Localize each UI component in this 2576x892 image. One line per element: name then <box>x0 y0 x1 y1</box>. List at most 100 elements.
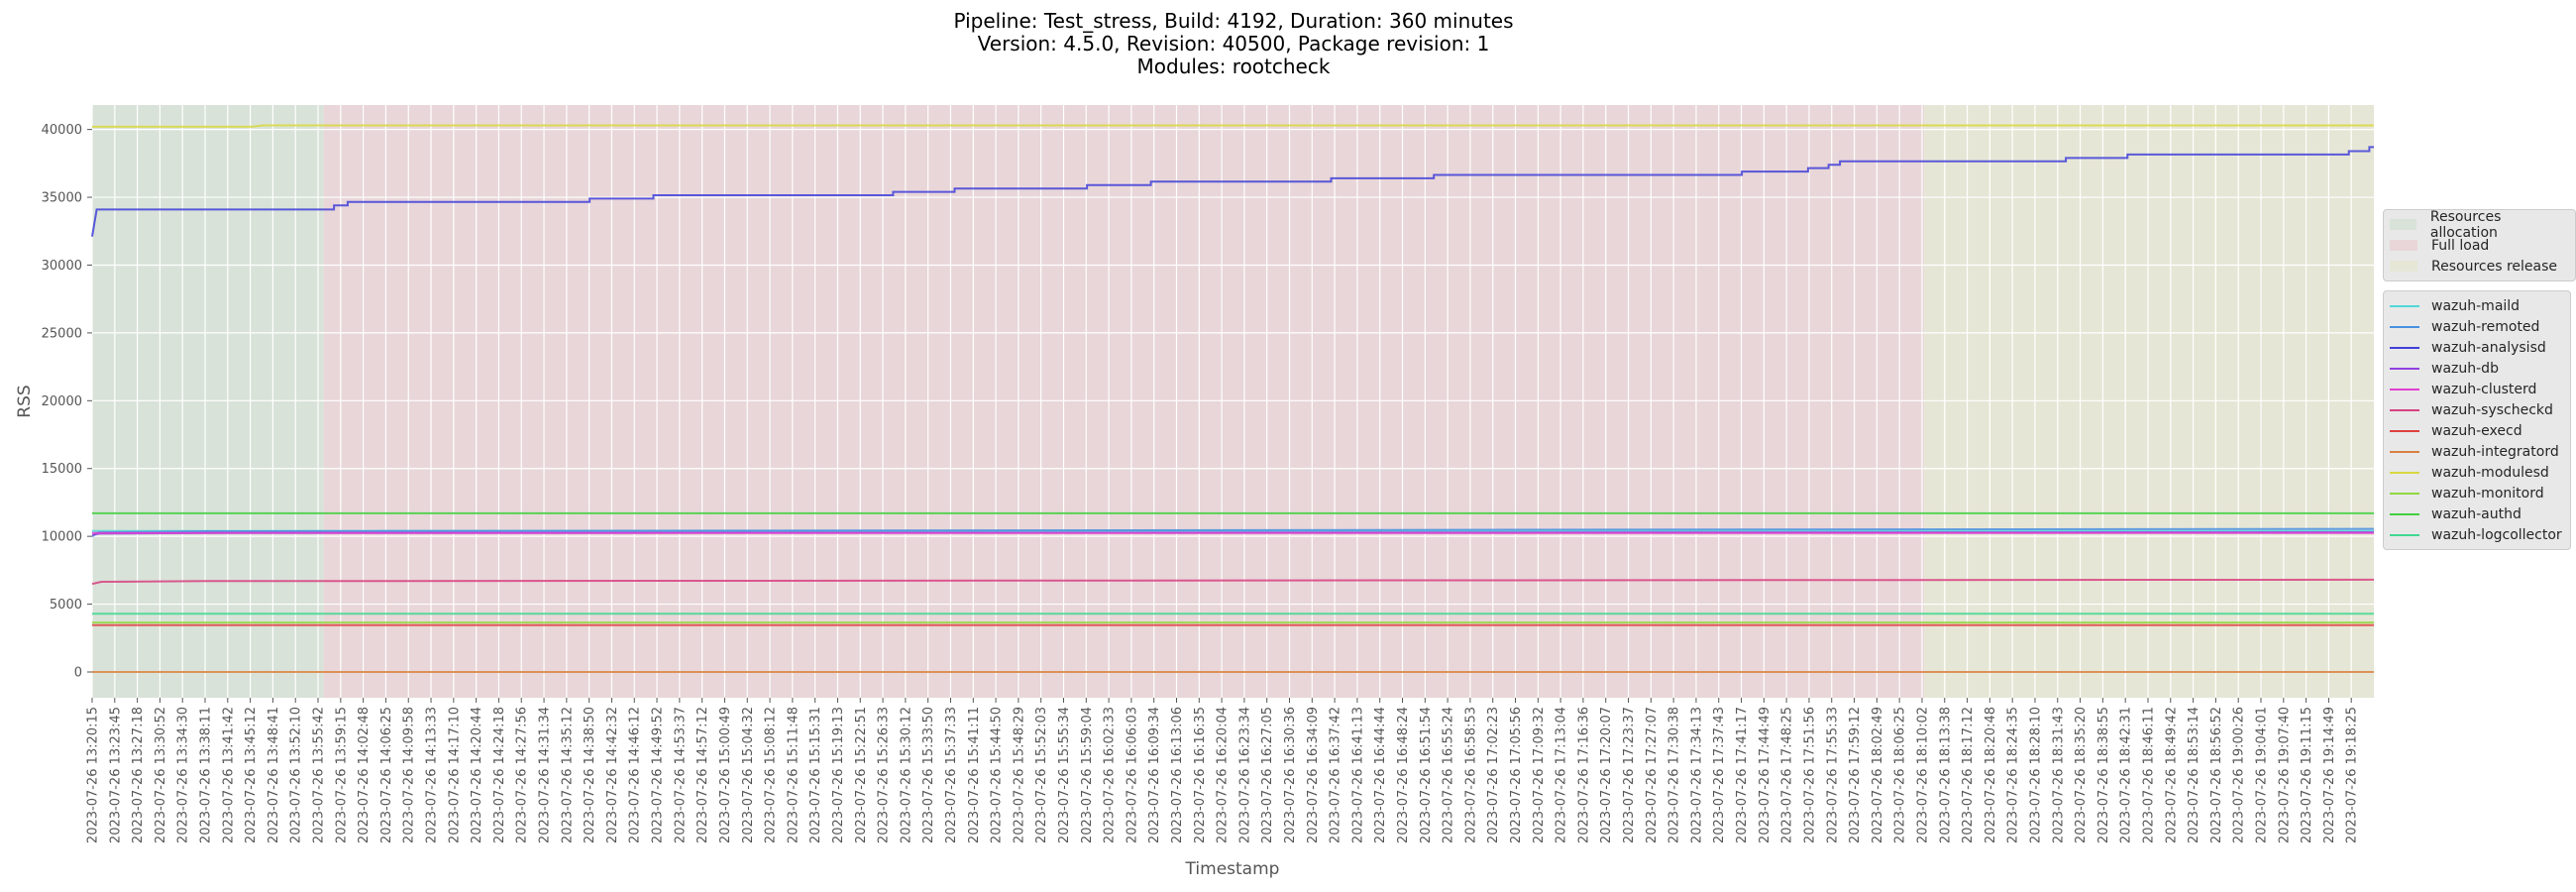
x-axis-label: Timestamp <box>1185 859 1280 879</box>
x-tick-label: 2023-07-26 19:07:40 <box>2277 707 2292 843</box>
x-tick-label: 2023-07-26 16:34:09 <box>1306 707 1321 843</box>
line-swatch <box>2390 388 2419 390</box>
x-tick-label: 2023-07-26 14:17:10 <box>447 707 462 843</box>
phase-swatch <box>2390 261 2417 272</box>
x-tick-label: 2023-07-26 18:38:55 <box>2096 707 2111 843</box>
y-tick-label: 5000 <box>50 598 82 613</box>
x-tick-label: 2023-07-26 13:20:15 <box>86 707 101 843</box>
x-tick-label: 2023-07-26 19:18:25 <box>2345 707 2360 843</box>
x-tick-label: 2023-07-26 14:27:56 <box>515 707 530 843</box>
x-tick-label: 2023-07-26 18:10:02 <box>1915 707 1930 843</box>
x-tick-label: 2023-07-26 13:45:12 <box>244 707 259 843</box>
series-line-wazuh-syscheckd <box>91 578 2375 586</box>
series-legend-label: wazuh-execd <box>2431 422 2522 439</box>
x-tick-label: 2023-07-26 16:27:05 <box>1260 707 1275 843</box>
series-legend-label: wazuh-logcollector <box>2431 526 2562 543</box>
x-axis: 2023-07-26 13:20:15 2023-07-26 13:23:45 20… <box>86 698 2360 843</box>
y-tick-label: 20000 <box>42 394 82 409</box>
line-swatch <box>2390 346 2419 349</box>
phase-region-1 <box>323 105 1925 698</box>
y-axis: 0 5000 10000 15000 20000 25000 30000 35000 40000 <box>42 123 92 681</box>
series-legend-item: wazuh-authd <box>2390 503 2562 524</box>
y-tick-label: 10000 <box>42 530 82 545</box>
line-swatch <box>2390 367 2419 370</box>
x-tick-label: 2023-07-26 16:09:34 <box>1147 707 1162 843</box>
y-tick-label: 35000 <box>42 191 82 206</box>
title-line-3: Modules: rootcheck <box>1136 55 1331 78</box>
y-tick-label: 25000 <box>42 326 82 341</box>
x-tick-label: 2023-07-26 17:37:43 <box>1712 707 1727 843</box>
series-legend-label: wazuh-modulesd <box>2431 464 2549 481</box>
x-tick-label: 2023-07-26 15:30:12 <box>899 707 913 843</box>
x-tick-label: 2023-07-26 18:31:43 <box>2051 707 2066 843</box>
phase-backgrounds <box>92 105 2374 698</box>
x-tick-label: 2023-07-26 13:41:42 <box>221 707 236 843</box>
phase-region-2 <box>1924 105 2374 698</box>
phase-swatch <box>2390 240 2417 251</box>
x-tick-label: 2023-07-26 15:15:31 <box>808 707 823 843</box>
x-tick-label: 2023-07-26 16:37:42 <box>1329 707 1343 843</box>
x-tick-label: 2023-07-26 18:20:48 <box>1984 707 1998 843</box>
x-tick-label: 2023-07-26 14:20:44 <box>470 707 484 843</box>
x-tick-label: 2023-07-26 18:24:35 <box>2006 707 2021 843</box>
x-tick-label: 2023-07-26 18:46:11 <box>2141 707 2156 843</box>
x-tick-label: 2023-07-26 16:06:03 <box>1125 707 1139 843</box>
phase-legend: Resources allocation Full load Resources r… <box>2383 209 2576 281</box>
x-tick-label: 2023-07-26 15:22:51 <box>854 707 869 843</box>
title-line-1: Pipeline: Test_stress, Build: 4192, Dura… <box>953 9 1514 33</box>
series-legend-label: wazuh-clusterd <box>2431 381 2537 397</box>
x-tick-label: 2023-07-26 14:24:18 <box>492 707 507 843</box>
x-tick-label: 2023-07-26 16:55:24 <box>1442 707 1456 843</box>
x-tick-label: 2023-07-26 13:34:30 <box>176 707 191 843</box>
line-swatch <box>2390 325 2419 328</box>
x-tick-label: 2023-07-26 16:16:35 <box>1193 707 1208 843</box>
x-tick-label: 2023-07-26 16:41:13 <box>1350 707 1365 843</box>
x-tick-label: 2023-07-26 14:49:52 <box>651 707 666 843</box>
x-tick-label: 2023-07-26 18:17:12 <box>1961 707 1976 843</box>
x-tick-label: 2023-07-26 16:02:33 <box>1103 707 1118 843</box>
phase-legend-item: Resources allocation <box>2390 209 2567 241</box>
x-tick-label: 2023-07-26 14:57:12 <box>696 707 710 843</box>
x-tick-label: 2023-07-26 15:41:11 <box>967 707 982 843</box>
phase-legend-item: Full load <box>2390 235 2567 256</box>
series-legend: wazuh-maild wazuh-remoted wazuh-analysisd w… <box>2383 290 2571 550</box>
x-tick-label: 2023-07-26 14:13:33 <box>425 707 440 843</box>
x-tick-label: 2023-07-26 17:44:49 <box>1758 707 1772 843</box>
series-legend-item: wazuh-db <box>2390 358 2562 379</box>
phase-legend-item: Resources release <box>2390 256 2567 277</box>
x-tick-label: 2023-07-26 15:37:33 <box>944 707 959 843</box>
x-tick-label: 2023-07-26 17:09:32 <box>1532 707 1547 843</box>
x-tick-label: 2023-07-26 17:30:38 <box>1667 707 1682 843</box>
series-legend-item: wazuh-remoted <box>2390 316 2562 337</box>
x-tick-label: 2023-07-26 18:02:49 <box>1871 707 1885 843</box>
x-tick-label: 2023-07-26 15:19:13 <box>831 707 846 843</box>
x-tick-label: 2023-07-26 17:55:33 <box>1825 707 1840 843</box>
x-tick-label: 2023-07-26 16:13:06 <box>1170 707 1185 843</box>
x-tick-label: 2023-07-26 14:09:58 <box>402 707 417 843</box>
x-tick-label: 2023-07-26 13:23:45 <box>108 707 123 843</box>
x-tick-label: 2023-07-26 15:52:03 <box>1034 707 1049 843</box>
phase-legend-label: Resources allocation <box>2429 208 2502 241</box>
x-tick-label: 2023-07-26 17:23:37 <box>1622 707 1637 843</box>
series-legend-item: wazuh-maild <box>2390 295 2562 316</box>
series-legend-item: wazuh-integratord <box>2390 441 2562 462</box>
x-tick-label: 2023-07-26 16:58:53 <box>1463 707 1478 843</box>
x-tick-label: 2023-07-26 14:53:37 <box>673 707 688 843</box>
series-lines <box>91 124 2375 673</box>
series-legend-item: wazuh-logcollector <box>2390 524 2562 545</box>
x-tick-label: 2023-07-26 13:38:11 <box>199 707 214 843</box>
line-swatch <box>2390 533 2419 536</box>
x-tick-label: 2023-07-26 18:56:52 <box>2209 707 2224 843</box>
line-swatch <box>2390 512 2419 515</box>
x-tick-label: 2023-07-26 18:13:38 <box>1938 707 1953 843</box>
title-line-2: Version: 4.5.0, Revision: 40500, Package… <box>977 32 1490 56</box>
x-tick-label: 2023-07-26 14:46:12 <box>628 707 643 843</box>
x-tick-label: 2023-07-26 17:05:56 <box>1509 707 1524 843</box>
line-swatch <box>2390 492 2419 495</box>
x-tick-label: 2023-07-26 17:02:23 <box>1486 707 1501 843</box>
x-tick-label: 2023-07-26 17:20:07 <box>1599 707 1614 843</box>
line-swatch <box>2390 429 2419 432</box>
x-tick-label: 2023-07-26 13:27:18 <box>131 707 146 843</box>
y-axis-label: RSS <box>15 385 35 417</box>
x-tick-label: 2023-07-26 17:13:04 <box>1555 707 1569 843</box>
